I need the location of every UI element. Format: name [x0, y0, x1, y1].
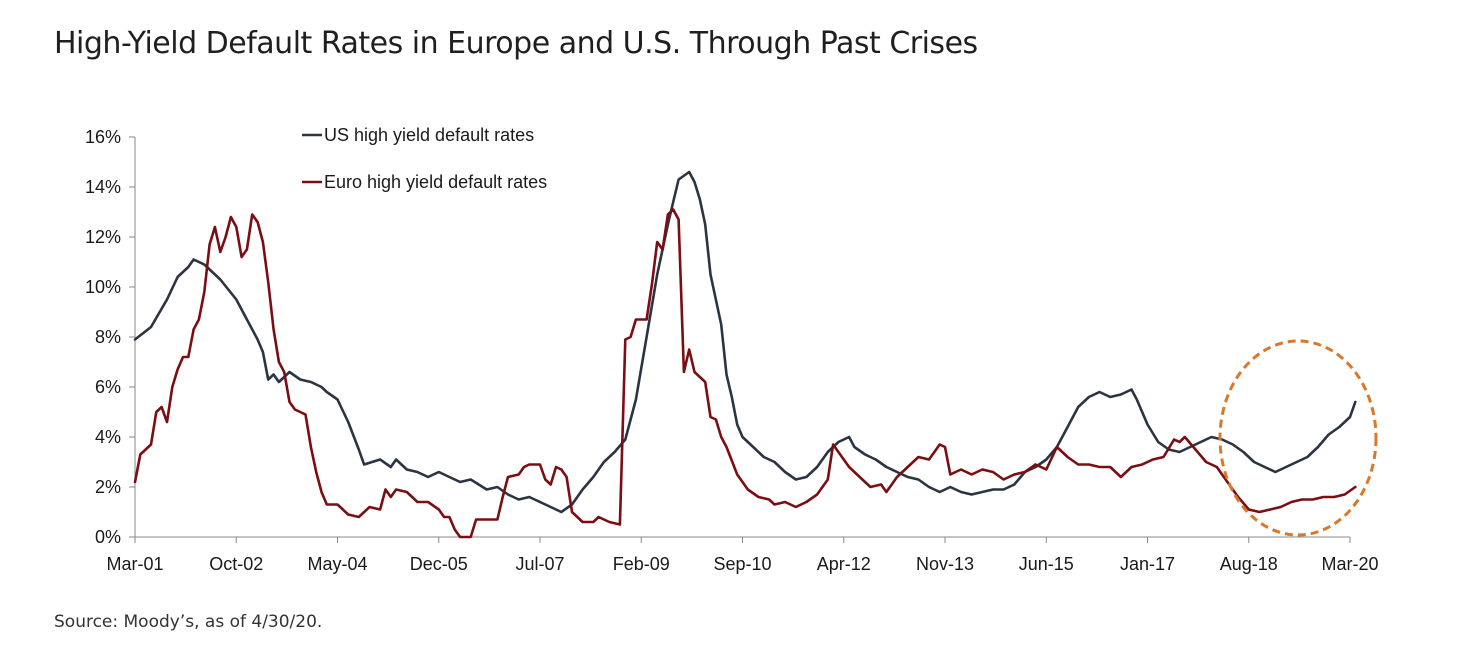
x-tick-label: Nov-13 — [916, 554, 974, 574]
x-tick-label: Aug-18 — [1220, 554, 1278, 574]
series-line-us — [133, 170, 1357, 514]
x-tick-label: Mar-01 — [106, 554, 163, 574]
y-tick-label: 0% — [95, 527, 121, 547]
y-tick-label: 14% — [85, 177, 121, 197]
highlight-circle — [1218, 339, 1378, 537]
x-tick-label: Apr-12 — [817, 554, 871, 574]
x-tick-label: Mar-20 — [1321, 554, 1378, 574]
x-tick-label: May-04 — [307, 554, 367, 574]
x-tick-label: Jan-17 — [1120, 554, 1175, 574]
chart-legend: US high yield default rates Euro high yi… — [302, 125, 547, 192]
x-tick-label: Sep-10 — [713, 554, 771, 574]
chart-axes: 0% 2% 4% 6% 8% 10% 12% 14% 16% Mar-01 Oct-02 May-04… — [85, 127, 1379, 574]
x-tick-label: Jul-07 — [515, 554, 564, 574]
y-tick-label: 16% — [85, 127, 121, 147]
x-tick-label: Feb-09 — [613, 554, 670, 574]
y-tick-label: 4% — [95, 427, 121, 447]
legend-label-euro: Euro high yield default rates — [324, 172, 547, 192]
series-layer — [133, 170, 1357, 539]
source-note: Source: Moody’s, as of 4/30/20. — [54, 612, 323, 632]
y-tick-label: 10% — [85, 277, 121, 297]
x-tick-label: Oct-02 — [209, 554, 263, 574]
legend-label-us: US high yield default rates — [324, 125, 534, 145]
x-tick-label: Jun-15 — [1019, 554, 1074, 574]
series-line-euro — [133, 208, 1357, 539]
y-tick-label: 2% — [95, 477, 121, 497]
y-tick-label: 12% — [85, 227, 121, 247]
chart-title: High-Yield Default Rates in Europe and U… — [54, 26, 978, 61]
x-tick-label: Dec-05 — [410, 554, 468, 574]
y-tick-label: 6% — [95, 377, 121, 397]
y-tick-label: 8% — [95, 327, 121, 347]
